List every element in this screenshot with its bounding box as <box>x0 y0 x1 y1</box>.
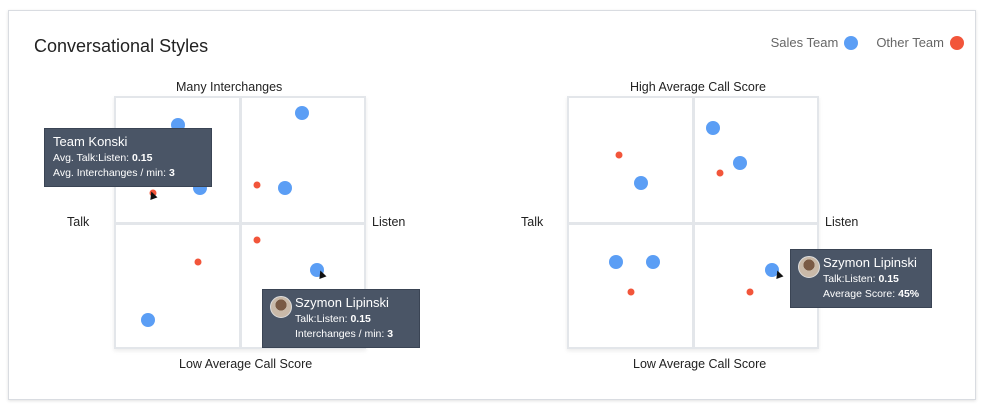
card-title: Conversational Styles <box>34 36 209 56</box>
sales-team-point[interactable] <box>295 105 309 120</box>
legend: Sales Team Other Team <box>771 35 964 50</box>
sales-team-point[interactable] <box>705 120 720 135</box>
legend-sales-dot <box>844 35 859 50</box>
tooltip-team-konski: Team Konski Avg. Talk:Listen: 0.15 Avg. … <box>44 128 212 187</box>
chart2-quadrant-plot <box>567 96 819 349</box>
chart2-bottom-label: Low Average Call Score <box>633 357 767 371</box>
chart1-right-label: Listen <box>372 215 406 229</box>
other-team-point[interactable] <box>194 258 202 266</box>
other-team-point[interactable] <box>253 236 261 244</box>
other-team-point[interactable] <box>253 181 261 189</box>
tooltip-value: 0.15 <box>132 152 153 164</box>
legend-other-label: Other Team <box>876 35 944 50</box>
tooltip-key: Talk:Listen: <box>295 313 351 325</box>
chart1-top-label: Many Interchanges <box>176 80 283 94</box>
tooltip-value: 3 <box>387 328 394 340</box>
other-team-point[interactable] <box>716 169 724 177</box>
sales-team-point[interactable] <box>633 175 648 190</box>
chart1-bottom-label: Low Average Call Score <box>179 357 313 371</box>
tooltip-szymon-lipinski-score: Szymon Lipinski Talk:Listen: 0.15 Averag… <box>790 249 932 308</box>
quadrant-divider-horizontal <box>569 221 817 225</box>
quadrant-divider-horizontal <box>116 221 364 225</box>
tooltip-name: Team Konski <box>53 134 128 149</box>
avatar <box>270 296 292 318</box>
tooltip-key: Avg. Talk:Listen: <box>53 152 132 164</box>
chart2-right-label: Listen <box>825 215 859 229</box>
tooltip-szymon-lipinski: Szymon Lipinski Talk:Listen: 0.15 Interc… <box>262 289 420 348</box>
tooltip-name: Szymon Lipinski <box>823 255 917 270</box>
legend-other-dot <box>950 35 964 50</box>
other-team-point[interactable] <box>615 151 623 159</box>
tooltip-key: Avg. Interchanges / min: <box>53 167 169 179</box>
sales-team-point[interactable] <box>609 255 624 270</box>
sales-team-point[interactable] <box>765 262 780 277</box>
tooltip-key: Talk:Listen: <box>823 273 879 285</box>
chart1-left-label: Talk <box>67 215 90 229</box>
legend-sales-label: Sales Team <box>770 35 839 50</box>
other-team-point[interactable] <box>746 288 754 296</box>
sales-team-point[interactable] <box>309 262 324 277</box>
chart2-left-label: Talk <box>521 215 544 229</box>
tooltip-value: 45% <box>898 288 920 300</box>
sales-team-point[interactable] <box>141 312 156 327</box>
tooltip-value: 0.15 <box>350 313 371 325</box>
sales-team-point[interactable] <box>277 180 292 195</box>
other-team-point[interactable] <box>627 288 635 296</box>
tooltip-key: Interchanges / min: <box>295 328 388 340</box>
other-team-point[interactable] <box>149 189 157 197</box>
chart2-top-label: High Average Call Score <box>630 80 766 94</box>
tooltip-name: Szymon Lipinski <box>295 295 389 310</box>
tooltip-value: 0.15 <box>878 273 899 285</box>
sales-team-point[interactable] <box>733 155 748 170</box>
avatar <box>798 256 820 278</box>
tooltip-value: 3 <box>168 167 175 179</box>
tooltip-key: Average Score: <box>823 288 899 300</box>
sales-team-point[interactable] <box>646 255 661 270</box>
